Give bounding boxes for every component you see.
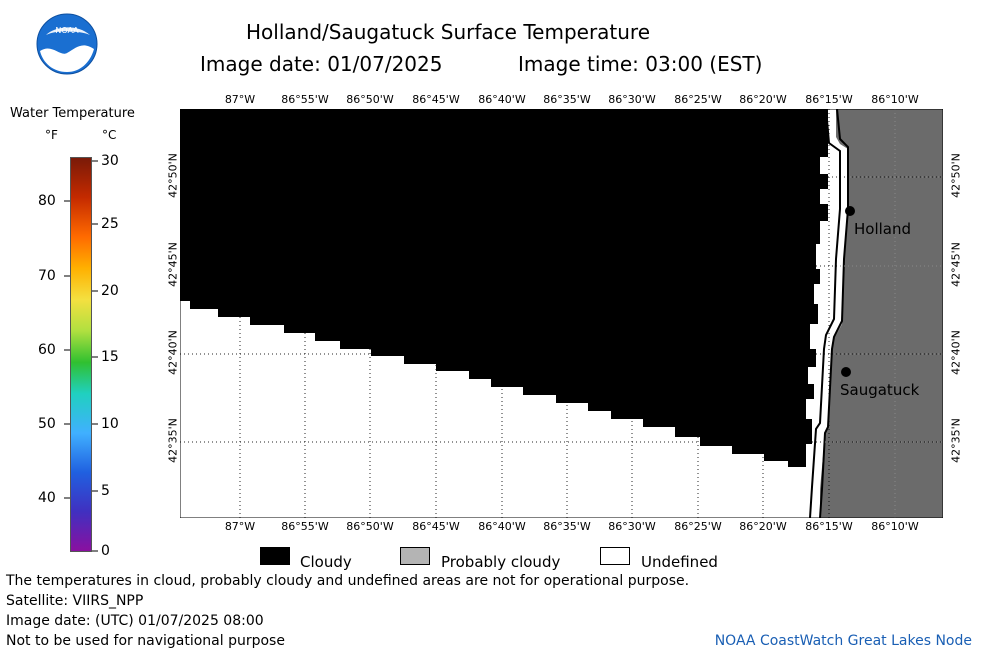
unit-celsius: °C [102, 128, 117, 142]
color-scale-title: Water Temperature [10, 106, 135, 121]
legend-swatch-undefined [600, 547, 630, 565]
c-tick-0: 0 [101, 543, 110, 559]
lon-label-top: 86°25'W [674, 93, 722, 106]
lon-label-top: 86°45'W [412, 93, 460, 106]
f-tick-40: 40 [38, 490, 56, 506]
c-tick-30: 30 [101, 153, 119, 169]
lon-label-top: 86°20'W [739, 93, 787, 106]
lon-label-bottom: 86°15'W [805, 520, 853, 533]
lon-label-top: 86°55'W [281, 93, 329, 106]
f-tick-50: 50 [38, 416, 56, 432]
legend-swatch-probably-cloudy [400, 547, 430, 565]
lat-label-left: 42°45'N [166, 242, 180, 287]
lat-label-right: 42°45'N [949, 242, 963, 287]
lon-label-bottom: 87°W [224, 520, 256, 533]
lon-label-top: 86°40'W [478, 93, 526, 106]
c-tick-20: 20 [101, 283, 119, 299]
lon-label-bottom: 86°40'W [478, 520, 526, 533]
lon-label-bottom: 86°25'W [674, 520, 722, 533]
holland-marker [845, 206, 855, 216]
coastline-outer [809, 109, 841, 518]
city-label-holland: Holland [854, 220, 912, 238]
map-panel [180, 109, 943, 518]
legend-label-undefined: Undefined [641, 553, 718, 571]
lon-label-bottom: 86°55'W [281, 520, 329, 533]
image-time: Image time: 03:00 (EST) [518, 52, 763, 76]
legend-swatch-cloudy [260, 547, 290, 565]
f-tick-80: 80 [38, 193, 56, 209]
noaa-logo: NOAA [36, 13, 98, 75]
c-tick-15: 15 [101, 349, 119, 365]
lon-label-bottom: 86°35'W [543, 520, 591, 533]
lon-label-top: 86°30'W [608, 93, 656, 106]
c-tick-5: 5 [101, 483, 110, 499]
f-tick-60: 60 [38, 342, 56, 358]
lon-label-top: 86°15'W [805, 93, 853, 106]
legend-label-probably-cloudy: Probably cloudy [441, 553, 561, 571]
f-tick-70: 70 [38, 268, 56, 284]
cloudy-area [180, 109, 828, 467]
utc-date: Image date: (UTC) 01/07/2025 08:00 [6, 613, 264, 629]
operational-note: The temperatures in cloud, probably clou… [6, 573, 690, 589]
unit-fahrenheit: °F [45, 128, 58, 142]
city-label-saugatuck: Saugatuck [840, 381, 920, 399]
credit-link[interactable]: NOAA CoastWatch Great Lakes Node [714, 633, 972, 649]
lat-label-right: 42°50'N [949, 153, 963, 198]
saugatuck-marker [841, 367, 851, 377]
lon-label-bottom: 86°20'W [739, 520, 787, 533]
color-scale-bar [70, 157, 92, 552]
lat-label-left: 42°40'N [166, 330, 180, 375]
lat-label-right: 42°40'N [949, 330, 963, 375]
lon-label-top: 86°50'W [346, 93, 394, 106]
lat-label-left: 42°35'N [166, 418, 180, 463]
nav-warning: Not to be used for navigational purpose [6, 633, 285, 649]
c-tick-25: 25 [101, 216, 119, 232]
c-tick-10: 10 [101, 416, 119, 432]
svg-text:NOAA: NOAA [55, 26, 79, 35]
legend-label-cloudy: Cloudy [300, 553, 352, 571]
lon-label-top: 86°35'W [543, 93, 591, 106]
lon-label-bottom: 86°45'W [412, 520, 460, 533]
lon-label-bottom: 86°50'W [346, 520, 394, 533]
image-date: Image date: 01/07/2025 [200, 52, 443, 76]
lat-label-right: 42°35'N [949, 418, 963, 463]
lat-label-left: 42°50'N [166, 153, 180, 198]
color-scale-ticks [64, 160, 98, 552]
lon-label-top: 86°10'W [871, 93, 919, 106]
lon-label-bottom: 86°10'W [871, 520, 919, 533]
lon-label-bottom: 86°30'W [608, 520, 656, 533]
lon-label-top: 87°W [224, 93, 256, 106]
chart-title: Holland/Saugatuck Surface Temperature [246, 20, 651, 44]
satellite-info: Satellite: VIIRS_NPP [6, 593, 144, 609]
